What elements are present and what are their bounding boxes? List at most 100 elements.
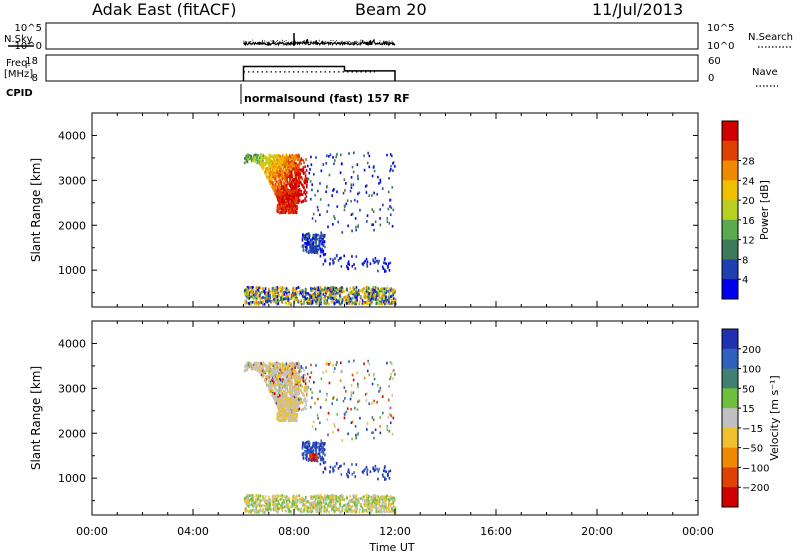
echo-cell (291, 367, 294, 370)
echo-cell (334, 295, 336, 299)
echo-cell (308, 448, 311, 452)
echo-cell (346, 407, 349, 410)
echo-cell (298, 199, 300, 203)
echo-cell (271, 376, 274, 379)
echo-cell (388, 302, 391, 306)
echo-cell (276, 181, 279, 185)
echo-cell (245, 159, 248, 163)
echo-cell (306, 446, 309, 450)
echo-cell (302, 233, 304, 236)
echo-cell (295, 409, 298, 412)
echo-cell (280, 162, 282, 166)
echo-cell (276, 189, 279, 193)
echo-cell (283, 191, 286, 194)
colorbar-swatch (722, 259, 738, 280)
echo-cell (289, 170, 292, 174)
echo-cell (391, 302, 393, 305)
echo-cell (285, 386, 287, 390)
echo-cell (310, 287, 313, 290)
echo-cell (308, 240, 311, 244)
nave-tick-high: 60 (708, 56, 721, 67)
echo-cell (336, 153, 338, 156)
echo-cell (340, 464, 342, 468)
echo-cell (379, 223, 382, 227)
echo-cell (357, 293, 359, 297)
echo-cell (255, 153, 258, 157)
echo-cell (299, 172, 302, 176)
echo-cell (277, 208, 280, 212)
echo-cell (298, 160, 301, 164)
echo-cell (274, 192, 277, 196)
echo-cell (380, 300, 382, 304)
echo-cell (279, 377, 281, 381)
echo-cell (284, 185, 287, 188)
echo-cell (379, 217, 381, 220)
echo-cell (314, 287, 317, 291)
echo-cell (361, 262, 364, 266)
echo-cell (249, 157, 252, 160)
echo-cell (295, 501, 298, 505)
echo-cell (344, 189, 346, 192)
echo-cell (332, 299, 335, 303)
echo-cell (293, 197, 295, 201)
echo-cell (287, 398, 289, 401)
echo-cell (298, 171, 300, 174)
echo-cell (289, 155, 292, 159)
echo-cell (314, 448, 317, 451)
echo-cell (278, 186, 281, 189)
echo-cell (312, 297, 315, 301)
echo-cell (356, 200, 359, 203)
echo-cell (286, 171, 288, 175)
echo-cell (294, 399, 297, 403)
echo-cell (361, 470, 364, 474)
echo-cell (318, 507, 321, 511)
echo-cell (295, 167, 298, 170)
echo-cell (322, 459, 325, 463)
echo-cell (329, 361, 332, 365)
echo-cell (262, 156, 265, 159)
echo-cell (269, 171, 272, 175)
echo-cell (384, 268, 386, 272)
echo-cell (343, 462, 345, 466)
echo-cell (322, 448, 325, 452)
echo-cell (278, 154, 280, 158)
echo-cell (284, 159, 287, 163)
echo-cell (376, 401, 378, 404)
echo-cell (385, 495, 387, 499)
echo-cell (354, 475, 357, 478)
echo-cell (280, 366, 283, 370)
echo-cell (290, 165, 292, 169)
echo-cell (254, 509, 256, 513)
echo-cell (305, 403, 308, 406)
echo-cell (368, 302, 370, 306)
echo-cell (262, 507, 265, 511)
echo-cell (348, 296, 351, 299)
echo-cell (275, 289, 278, 293)
echo-cell (321, 457, 323, 461)
echo-cell (284, 418, 286, 421)
echo-cell (350, 291, 353, 294)
echo-cell (325, 190, 327, 194)
echo-cell (269, 372, 271, 375)
echo-cell (307, 440, 309, 444)
echo-cell (373, 228, 375, 232)
echo-cell (291, 210, 294, 214)
echo-cell (343, 498, 345, 501)
echo-cell (276, 377, 279, 380)
echo-cell (257, 286, 260, 290)
echo-cell (368, 297, 370, 300)
echo-cell (344, 182, 347, 185)
echo-cell (318, 446, 321, 449)
echo-cell (288, 205, 291, 208)
echo-cell (290, 192, 292, 195)
echo-cell (277, 200, 280, 203)
freq-tick-high: 18 (25, 56, 38, 67)
echo-cell (314, 294, 316, 298)
echo-cell (384, 476, 386, 480)
echo-cell (248, 293, 251, 297)
echo-cell (358, 501, 361, 504)
echo-cell (290, 388, 293, 391)
echo-cell (279, 191, 281, 194)
echo-cell (265, 156, 268, 159)
echo-cell (277, 416, 280, 420)
